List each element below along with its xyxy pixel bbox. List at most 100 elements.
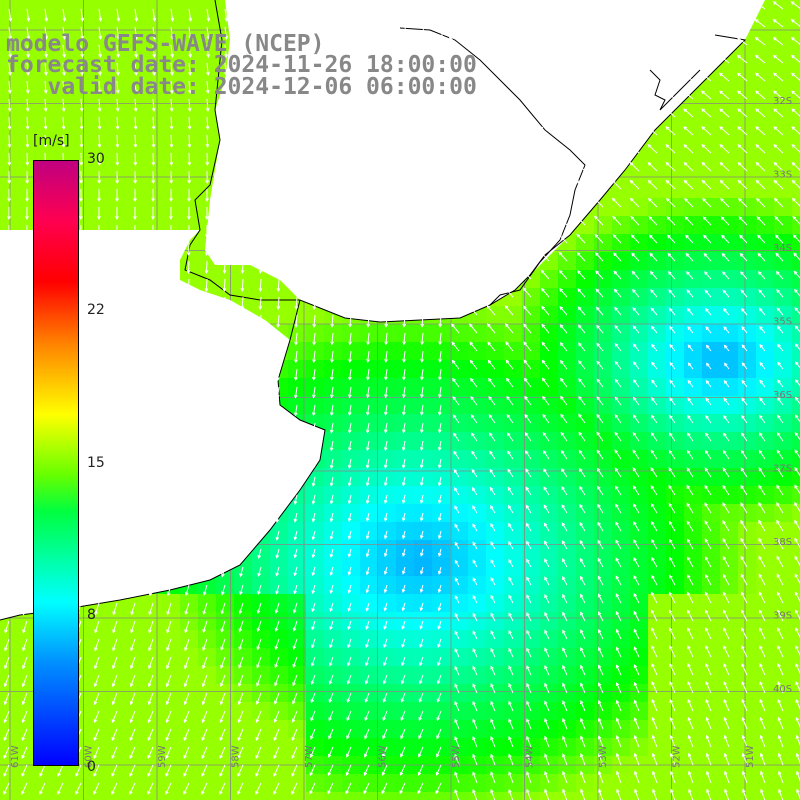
- wind-cell: [360, 324, 379, 343]
- wind-cell: [504, 306, 523, 325]
- wind-arrow: [485, 179, 496, 190]
- wind-arrow: [721, 234, 730, 244]
- wind-arrow: [614, 343, 622, 352]
- wind-arrow: [490, 665, 496, 676]
- wind-cell: [360, 774, 379, 793]
- wind-arrow: [114, 296, 119, 311]
- wind-arrow: [665, 144, 676, 154]
- wind-arrow: [739, 252, 748, 262]
- wind-cell: [666, 432, 685, 451]
- wind-cell: [468, 666, 487, 685]
- wind-cell: [306, 666, 325, 685]
- wind-arrow: [383, 584, 388, 594]
- wind-arrow: [184, 656, 190, 670]
- wind-arrow: [578, 413, 586, 424]
- wind-arrow: [132, 242, 137, 257]
- wind-cell: [522, 504, 541, 523]
- wind-cell: [360, 360, 379, 379]
- wind-cell: [720, 450, 739, 469]
- wind-arrow: [221, 566, 226, 578]
- wind-arrow: [6, 296, 11, 311]
- wind-arrow: [313, 170, 318, 185]
- wind-arrow: [420, 260, 425, 275]
- wind-arrow: [737, 108, 748, 118]
- wind-arrow: [723, 734, 730, 748]
- wind-cell: [522, 324, 541, 343]
- wind-cell: [756, 522, 775, 541]
- wind-arrow: [471, 432, 478, 442]
- wind-arrow: [615, 682, 622, 694]
- wind-arrow: [437, 458, 442, 469]
- wind-cell: [720, 360, 739, 379]
- wind-arrow: [526, 700, 532, 712]
- wind-cell: [450, 720, 469, 739]
- wind-arrow: [366, 314, 371, 328]
- wind-cell: [594, 378, 613, 397]
- wind-arrow: [80, 26, 85, 40]
- wind-arrow: [186, 350, 190, 364]
- wind-arrow: [131, 440, 136, 454]
- wind-arrow: [21, 692, 28, 706]
- wind-arrow: [293, 458, 298, 470]
- wind-cell: [378, 414, 397, 433]
- wind-arrow: [132, 314, 137, 328]
- wind-arrow: [112, 656, 118, 670]
- wind-arrow: [150, 224, 155, 239]
- wind-cell: [486, 468, 505, 487]
- wind-arrow: [186, 314, 191, 328]
- wind-arrow: [6, 260, 11, 275]
- wind-arrow: [311, 512, 316, 523]
- wind-arrow: [489, 450, 496, 460]
- wind-cell: [666, 450, 685, 469]
- wind-cell: [792, 72, 800, 91]
- wind-cell: [306, 504, 325, 523]
- wind-arrow: [223, 134, 228, 149]
- wind-arrow: [130, 602, 136, 616]
- wind-cell: [450, 684, 469, 703]
- wind-arrow: [274, 638, 280, 651]
- wind-arrow: [669, 556, 676, 568]
- wind-arrow: [258, 242, 263, 257]
- wind-arrow: [562, 682, 568, 694]
- wind-arrow: [669, 574, 676, 586]
- wind-arrow: [293, 422, 298, 435]
- wind-arrow: [759, 627, 766, 640]
- wind-arrow: [329, 620, 334, 631]
- wind-arrow: [132, 350, 136, 364]
- colorbar-tick-8: 8: [87, 607, 96, 623]
- wind-arrow: [756, 197, 766, 208]
- wind-cell: [288, 594, 307, 613]
- wind-cell: [324, 378, 343, 397]
- wind-arrow: [795, 379, 800, 387]
- wind-arrow: [741, 698, 748, 712]
- wind-arrow: [723, 663, 730, 676]
- wind-cell: [576, 306, 595, 325]
- wind-cell: [90, 792, 109, 800]
- wind-cell: [738, 360, 757, 379]
- wind-cell: [630, 468, 649, 487]
- wind-arrow: [383, 548, 388, 558]
- wind-cell: [666, 774, 685, 793]
- wind-arrow: [259, 188, 263, 203]
- wind-cell: [702, 648, 721, 667]
- wind-arrow: [451, 359, 460, 370]
- wind-arrow: [669, 752, 676, 766]
- wind-arrow: [669, 344, 676, 352]
- wind-cell: [666, 720, 685, 739]
- wind-arrow: [610, 1, 622, 10]
- wind-cell: [540, 648, 559, 667]
- wind-cell: [324, 414, 343, 433]
- wind-arrow: [508, 700, 514, 712]
- wind-arrow: [150, 332, 154, 346]
- wind-arrow: [634, 788, 640, 800]
- wind-arrow: [185, 404, 190, 418]
- wind-arrow: [113, 440, 118, 454]
- wind-cell: [378, 666, 397, 685]
- wind-arrow: [149, 368, 154, 382]
- wind-arrow: [133, 152, 138, 167]
- wind-cell: [756, 720, 775, 739]
- wind-cell: [126, 666, 145, 685]
- wind-arrow: [651, 397, 658, 406]
- wind-arrow: [687, 752, 694, 766]
- wind-cell: [432, 450, 451, 469]
